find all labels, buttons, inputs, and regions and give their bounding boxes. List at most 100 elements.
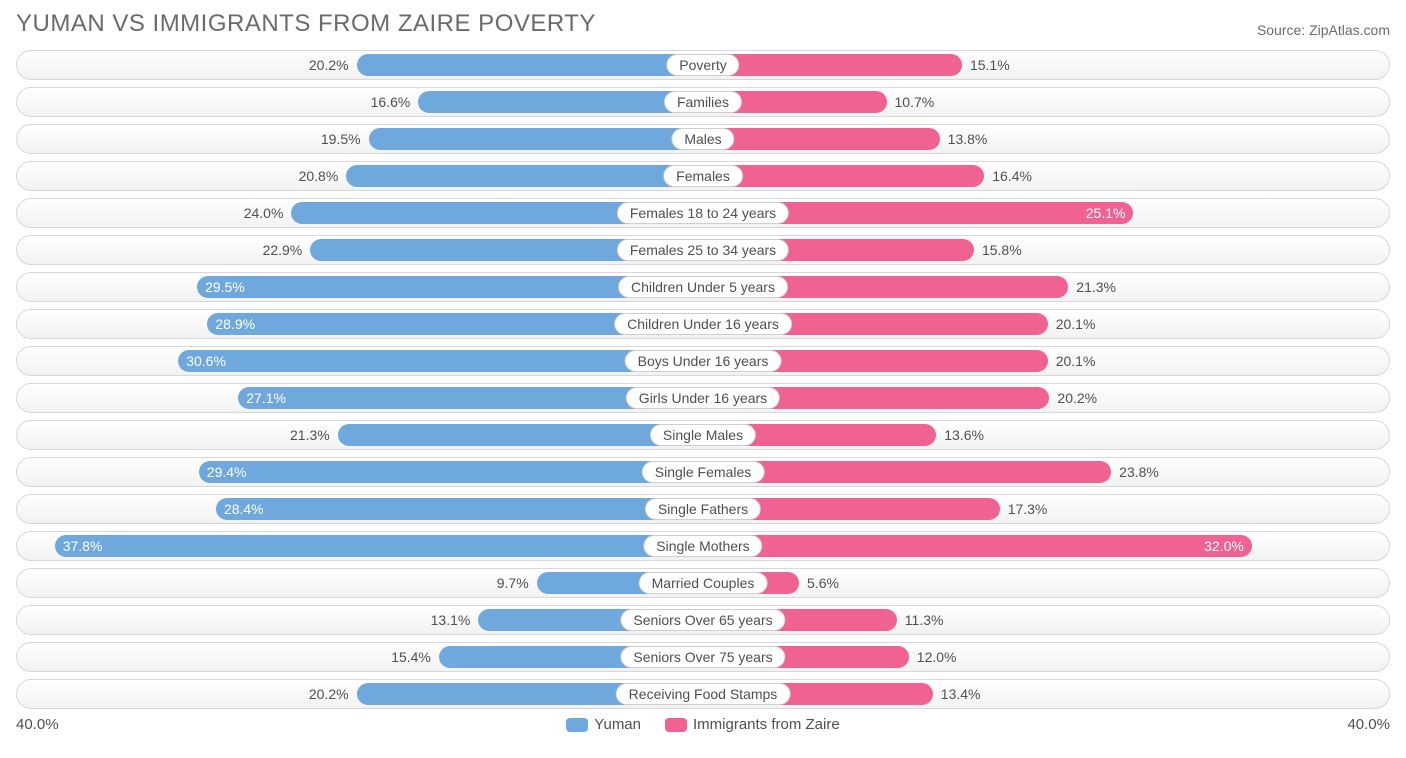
right-half: 21.3% bbox=[703, 273, 1389, 301]
value-right: 17.3% bbox=[1008, 501, 1048, 517]
legend-item-right: Immigrants from Zaire bbox=[665, 716, 840, 733]
right-half: 13.4% bbox=[703, 680, 1389, 708]
bar-left bbox=[346, 165, 703, 187]
bar-right bbox=[703, 165, 984, 187]
left-half: 22.9% bbox=[17, 236, 703, 264]
bar-left bbox=[357, 54, 703, 76]
category-label: Receiving Food Stamps bbox=[616, 683, 791, 705]
bar-right bbox=[703, 54, 962, 76]
category-label: Married Couples bbox=[639, 572, 768, 594]
right-half: 25.1% bbox=[703, 199, 1389, 227]
value-right: 16.4% bbox=[992, 168, 1032, 184]
chart-row: 15.4% 12.0% Seniors Over 75 years bbox=[16, 642, 1390, 672]
chart-row: 20.2%15.1%Poverty bbox=[16, 50, 1390, 80]
right-half: 20.1% bbox=[703, 347, 1389, 375]
value-left: 30.6% bbox=[186, 353, 226, 369]
bar-left bbox=[55, 535, 703, 557]
value-left: 27.1% bbox=[246, 390, 286, 406]
axis-max-right: 40.0% bbox=[1347, 716, 1390, 733]
value-left: 22.9% bbox=[263, 242, 303, 258]
right-half: 20.2% bbox=[703, 384, 1389, 412]
bar-left bbox=[369, 128, 703, 150]
category-label: Females 25 to 34 years bbox=[617, 239, 789, 261]
right-half: 16.4% bbox=[703, 162, 1389, 190]
left-half: 20.2% bbox=[17, 680, 703, 708]
value-right: 20.1% bbox=[1056, 316, 1096, 332]
value-right: 5.6% bbox=[807, 575, 839, 591]
left-half: 28.9% bbox=[17, 310, 703, 338]
right-half: 13.6% bbox=[703, 421, 1389, 449]
chart-row: 20.2% 13.4% Receiving Food Stamps bbox=[16, 679, 1390, 709]
right-half: 10.7% bbox=[703, 88, 1389, 116]
value-left: 20.2% bbox=[309, 686, 349, 702]
chart-title: YUMAN VS IMMIGRANTS FROM ZAIRE POVERTY bbox=[16, 10, 596, 38]
axis-max-left: 40.0% bbox=[16, 716, 59, 733]
bar-left bbox=[216, 498, 703, 520]
category-label: Females 18 to 24 years bbox=[617, 202, 789, 224]
chart-row: 16.6%10.7%Families bbox=[16, 87, 1390, 117]
chart-row: 37.8%32.0%Single Mothers bbox=[16, 531, 1390, 561]
left-half: 16.6% bbox=[17, 88, 703, 116]
legend: Yuman Immigrants from Zaire bbox=[566, 716, 839, 733]
chart-row: 30.6%20.1%Boys Under 16 years bbox=[16, 346, 1390, 376]
value-right: 20.1% bbox=[1056, 353, 1096, 369]
legend-item-left: Yuman bbox=[566, 716, 641, 733]
value-right: 23.8% bbox=[1119, 464, 1159, 480]
value-left: 20.2% bbox=[309, 57, 349, 73]
category-label: Children Under 5 years bbox=[618, 276, 788, 298]
value-right: 21.3% bbox=[1076, 279, 1116, 295]
category-label: Males bbox=[671, 128, 734, 150]
category-label: Single Females bbox=[642, 461, 765, 483]
value-right: 13.4% bbox=[941, 686, 981, 702]
category-label: Single Mothers bbox=[643, 535, 762, 557]
chart-row: 24.0% 25.1% Females 18 to 24 years bbox=[16, 198, 1390, 228]
value-left: 28.4% bbox=[224, 501, 264, 517]
chart-row: 29.5% 21.3% Children Under 5 years bbox=[16, 272, 1390, 302]
value-left: 28.9% bbox=[215, 316, 255, 332]
legend-swatch-left bbox=[566, 718, 588, 732]
value-left: 37.8% bbox=[63, 538, 103, 554]
value-right: 10.7% bbox=[895, 94, 935, 110]
right-half: 15.1% bbox=[703, 51, 1389, 79]
value-right: 13.8% bbox=[948, 131, 988, 147]
left-half: 24.0% bbox=[17, 199, 703, 227]
category-label: Children Under 16 years bbox=[614, 313, 792, 335]
category-label: Seniors Over 75 years bbox=[620, 646, 785, 668]
value-left: 24.0% bbox=[244, 205, 284, 221]
right-half: 15.8% bbox=[703, 236, 1389, 264]
left-half: 9.7% bbox=[17, 569, 703, 597]
legend-label-left: Yuman bbox=[594, 716, 641, 733]
category-label: Girls Under 16 years bbox=[626, 387, 780, 409]
value-left: 15.4% bbox=[391, 649, 431, 665]
value-left: 13.1% bbox=[431, 612, 471, 628]
chart-row: 28.4%17.3%Single Fathers bbox=[16, 494, 1390, 524]
value-right: 20.2% bbox=[1057, 390, 1097, 406]
bar-left bbox=[338, 424, 703, 446]
value-right: 15.8% bbox=[982, 242, 1022, 258]
value-right: 25.1% bbox=[1086, 205, 1126, 221]
value-right: 15.1% bbox=[970, 57, 1010, 73]
chart-row: 19.5%13.8%Males bbox=[16, 124, 1390, 154]
left-half: 29.5% bbox=[17, 273, 703, 301]
value-left: 29.5% bbox=[205, 279, 245, 295]
legend-label-right: Immigrants from Zaire bbox=[693, 716, 840, 733]
left-half: 20.8% bbox=[17, 162, 703, 190]
left-half: 30.6% bbox=[17, 347, 703, 375]
right-half: 13.8% bbox=[703, 125, 1389, 153]
chart-row: 27.1% 20.2% Girls Under 16 years bbox=[16, 383, 1390, 413]
left-half: 29.4% bbox=[17, 458, 703, 486]
right-half: 20.1% bbox=[703, 310, 1389, 338]
right-half: 5.6% bbox=[703, 569, 1389, 597]
chart-footer: 40.0% Yuman Immigrants from Zaire 40.0% bbox=[16, 716, 1390, 733]
category-label: Females bbox=[663, 165, 743, 187]
right-half: 11.3% bbox=[703, 606, 1389, 634]
chart-row: 22.9% 15.8% Females 25 to 34 years bbox=[16, 235, 1390, 265]
diverging-bar-chart: 20.2%15.1%Poverty16.6%10.7%Families19.5%… bbox=[16, 50, 1390, 709]
bar-left bbox=[199, 461, 703, 483]
right-half: 12.0% bbox=[703, 643, 1389, 671]
left-half: 13.1% bbox=[17, 606, 703, 634]
chart-row: 20.8% 16.4% Females bbox=[16, 161, 1390, 191]
value-right: 13.6% bbox=[944, 427, 984, 443]
left-half: 15.4% bbox=[17, 643, 703, 671]
value-right: 12.0% bbox=[917, 649, 957, 665]
